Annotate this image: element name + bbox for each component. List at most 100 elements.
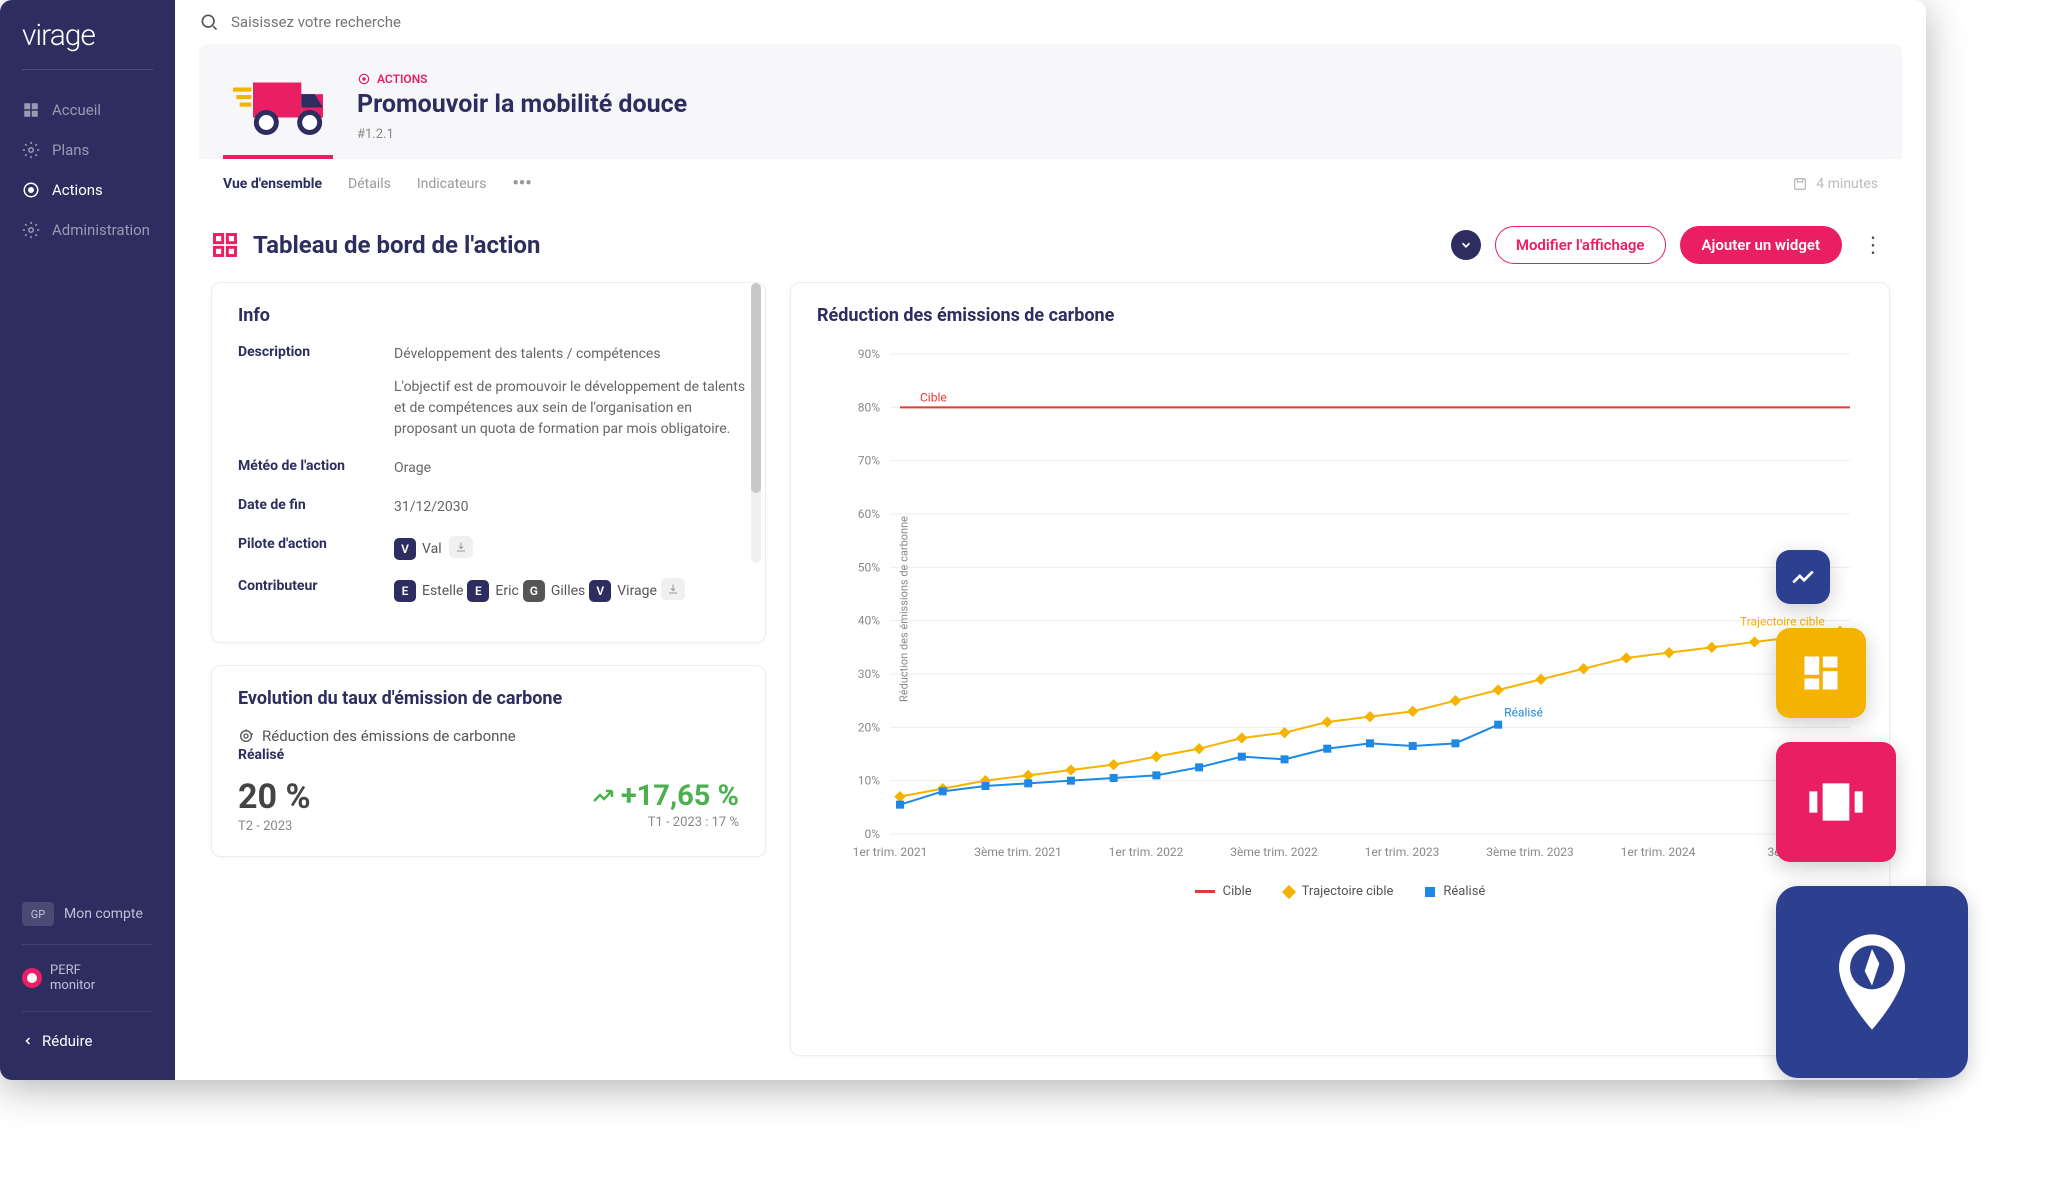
page-title: Promouvoir la mobilité douce (357, 90, 687, 119)
dashboard-actions: Modifier l'affichage Ajouter un widget ⋮ (1451, 226, 1890, 264)
modify-display-button[interactable]: Modifier l'affichage (1495, 226, 1666, 264)
delta-text: +17,65 % (621, 779, 739, 813)
legend-realise: Réalisé (1425, 884, 1485, 899)
svg-text:1er trim. 2023: 1er trim. 2023 (1365, 845, 1440, 859)
svg-text:90%: 90% (858, 347, 880, 361)
add-contributor[interactable] (661, 578, 685, 600)
description-value: Développement des talents / compétences … (394, 344, 751, 440)
action-id: #1.2.1 (357, 127, 687, 142)
tab-more[interactable]: ••• (512, 173, 531, 194)
svg-text:Cible: Cible (920, 390, 947, 404)
legend-label: Trajectoire cible (1302, 884, 1394, 899)
legend-label: Cible (1223, 884, 1252, 899)
tab-overview[interactable]: Vue d'ensemble (223, 176, 322, 192)
search-input[interactable] (231, 13, 1902, 31)
compass-pin-icon (1827, 927, 1917, 1037)
dashboard-icon (211, 231, 239, 259)
contrib-label: Contributeur (238, 578, 378, 594)
breadcrumb-label: ACTIONS (377, 72, 428, 86)
evolution-row: 20 % T2 - 2023 +17,65 % T1 - 2023 : 17 % (238, 777, 739, 834)
person-chip[interactable]: VVirage (589, 580, 657, 602)
legend-label: Réalisé (1443, 884, 1485, 899)
line-chart: 0%10%20%30%40%50%60%70%80%90%1er trim. 2… (817, 344, 1863, 874)
divider (22, 69, 153, 70)
nav-label: Accueil (52, 101, 101, 119)
y-axis-label: Réduction des émissions de carbonne (898, 516, 911, 702)
tile-compass[interactable] (1776, 886, 1968, 1078)
person-chip[interactable]: EEstelle (394, 580, 463, 602)
person-chip[interactable]: V Val (394, 538, 442, 560)
sidebar-item-actions[interactable]: Actions (0, 170, 175, 210)
perf-icon (22, 968, 42, 988)
svg-text:1er trim. 2024: 1er trim. 2024 (1621, 845, 1696, 859)
sidebar-item-plans[interactable]: Plans (0, 130, 175, 170)
tile-carousel[interactable] (1776, 742, 1896, 862)
app-container: virage Accueil Plans Actions Administrat… (0, 0, 1926, 1080)
evo-value: 20 % (238, 777, 311, 817)
svg-text:50%: 50% (858, 560, 880, 574)
legend-marker (1425, 887, 1435, 897)
account-link[interactable]: GP Mon compte (0, 892, 175, 936)
content-grid: Info Description Développement des talen… (175, 282, 1926, 1080)
sidebar-bottom: GP Mon compte PERFmonitor Réduire (0, 892, 175, 1062)
more-menu[interactable]: ⋮ (1856, 233, 1890, 258)
end-date-value: 31/12/2030 (394, 497, 751, 518)
sidebar: virage Accueil Plans Actions Administrat… (0, 0, 175, 1080)
svg-text:60%: 60% (858, 507, 880, 521)
grid-icon (1799, 651, 1843, 695)
divider (22, 944, 153, 945)
trend-up-icon (591, 784, 615, 808)
evo-delta-block: +17,65 % T1 - 2023 : 17 % (591, 779, 739, 830)
account-label: Mon compte (64, 906, 143, 922)
tabs-row: Vue d'ensemble Détails Indicateurs ••• 4… (199, 159, 1902, 200)
person-chip[interactable]: G Gilles (523, 580, 585, 602)
action-icon (223, 54, 333, 159)
header-text: ACTIONS Promouvoir la mobilité douce #1.… (357, 72, 687, 142)
tab-indicators[interactable]: Indicateurs (417, 176, 486, 192)
svg-text:1er trim. 2022: 1er trim. 2022 (1109, 845, 1184, 859)
reduce-label: Réduire (42, 1032, 92, 1050)
truck-icon (228, 67, 328, 143)
target-icon (238, 728, 254, 744)
svg-text:3ème trim. 2021: 3ème trim. 2021 (974, 845, 1062, 859)
contrib-value: EEstelleEEricG GillesVVirage (394, 578, 751, 602)
meteo-value: Orage (394, 458, 751, 479)
realise-label: Réalisé (238, 747, 739, 763)
tab-details[interactable]: Détails (348, 176, 391, 192)
sidebar-item-accueil[interactable]: Accueil (0, 90, 175, 130)
account-badge: GP (22, 902, 54, 926)
breadcrumb[interactable]: ACTIONS (357, 72, 687, 86)
legend-trajectoire: Trajectoire cible (1284, 884, 1394, 899)
chart-area: Réduction des émissions de carbonne 0%10… (817, 344, 1863, 874)
add-pilot[interactable] (449, 536, 473, 558)
evo-period: T2 - 2023 (238, 819, 311, 834)
person-name: Gilles (551, 581, 585, 602)
main-content: ACTIONS Promouvoir la mobilité douce #1.… (175, 0, 1926, 1080)
collapse-toggle[interactable] (1451, 230, 1481, 260)
carousel-icon (1804, 770, 1868, 834)
description-label: Description (238, 344, 378, 360)
svg-text:1er trim. 2021: 1er trim. 2021 (853, 845, 928, 859)
person-chip[interactable]: EEric (467, 580, 518, 602)
scrollbar-thumb[interactable] (751, 283, 761, 493)
tile-grid[interactable] (1776, 628, 1866, 718)
search-icon (199, 12, 219, 32)
sidebar-item-admin[interactable]: Administration (0, 210, 175, 250)
evo-delta: +17,65 % (591, 779, 739, 813)
avatar: G (523, 580, 545, 602)
desc-line2: L'objectif est de promouvoir le développ… (394, 377, 751, 440)
pilot-value: V Val (394, 536, 751, 560)
tile-trend[interactable] (1776, 550, 1830, 604)
save-icon (1792, 176, 1808, 192)
add-widget-button[interactable]: Ajouter un widget (1680, 226, 1842, 264)
collapse-sidebar[interactable]: Réduire (0, 1020, 175, 1062)
person-name: Estelle (422, 581, 463, 602)
perf-monitor-link[interactable]: PERFmonitor (0, 953, 175, 1003)
avatar: V (394, 538, 416, 560)
divider (22, 1011, 153, 1012)
card-title: Info (238, 305, 751, 326)
svg-text:40%: 40% (858, 614, 880, 628)
chevron-left-icon (22, 1035, 34, 1047)
avatar: E (467, 580, 489, 602)
desc-line1: Développement des talents / compétences (394, 344, 751, 365)
